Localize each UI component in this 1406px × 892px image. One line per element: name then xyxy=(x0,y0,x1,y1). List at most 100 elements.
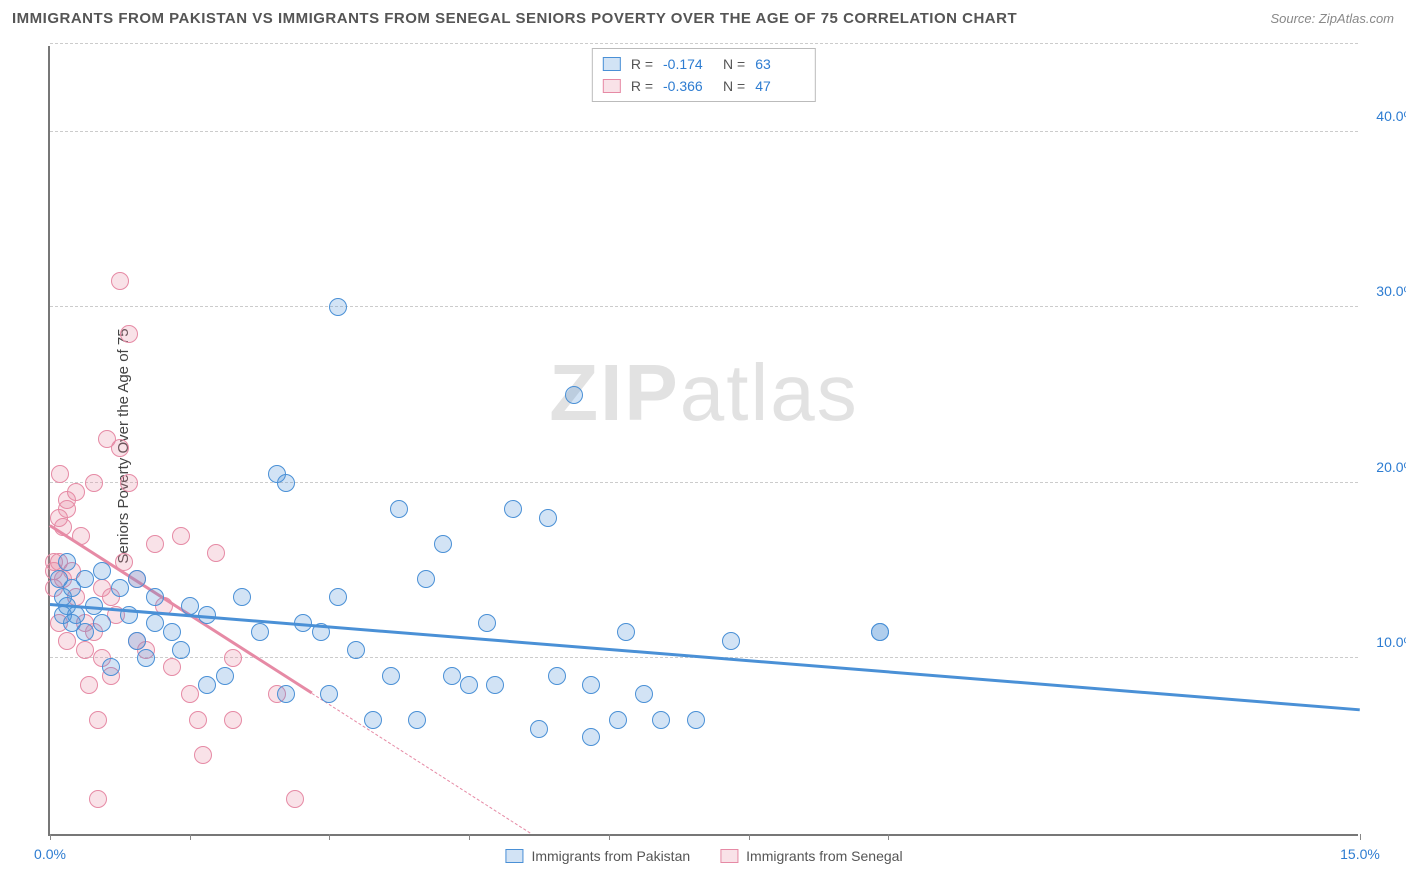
scatter-point xyxy=(320,685,338,703)
scatter-point xyxy=(329,298,347,316)
x-tick xyxy=(329,834,330,840)
scatter-point xyxy=(364,711,382,729)
scatter-point xyxy=(163,623,181,641)
scatter-point xyxy=(181,597,199,615)
scatter-point xyxy=(58,553,76,571)
x-tick xyxy=(1360,834,1361,840)
n-label: N = xyxy=(723,53,745,75)
y-tick-label: 10.0% xyxy=(1376,634,1406,650)
watermark: ZIPatlas xyxy=(549,347,858,439)
x-tick-label: 15.0% xyxy=(1340,846,1380,862)
scatter-point xyxy=(146,535,164,553)
scatter-point xyxy=(434,535,452,553)
source-label: Source: ZipAtlas.com xyxy=(1270,11,1394,26)
scatter-point xyxy=(609,711,627,729)
scatter-point xyxy=(382,667,400,685)
scatter-point xyxy=(582,728,600,746)
scatter-point xyxy=(565,386,583,404)
scatter-point xyxy=(194,746,212,764)
x-tick-label: 0.0% xyxy=(34,846,66,862)
scatter-point xyxy=(120,325,138,343)
scatter-point xyxy=(76,641,94,659)
scatter-point xyxy=(111,439,129,457)
scatter-point xyxy=(111,579,129,597)
n-value: 47 xyxy=(755,75,805,97)
scatter-point xyxy=(635,685,653,703)
scatter-point xyxy=(58,500,76,518)
scatter-point xyxy=(137,649,155,667)
scatter-point xyxy=(286,790,304,808)
chart-title: IMMIGRANTS FROM PAKISTAN VS IMMIGRANTS F… xyxy=(12,10,1017,27)
scatter-point xyxy=(408,711,426,729)
x-tick xyxy=(749,834,750,840)
scatter-point xyxy=(251,623,269,641)
n-label: N = xyxy=(723,75,745,97)
scatter-point xyxy=(347,641,365,659)
scatter-point xyxy=(181,685,199,703)
scatter-point xyxy=(111,272,129,290)
x-tick xyxy=(888,834,889,840)
scatter-point xyxy=(207,544,225,562)
series-swatch xyxy=(505,849,523,863)
scatter-point xyxy=(198,676,216,694)
y-tick-label: 30.0% xyxy=(1376,283,1406,299)
scatter-point xyxy=(233,588,251,606)
scatter-point xyxy=(128,632,146,650)
scatter-point xyxy=(277,685,295,703)
scatter-point xyxy=(539,509,557,527)
scatter-point xyxy=(189,711,207,729)
scatter-point xyxy=(417,570,435,588)
scatter-point xyxy=(277,474,295,492)
legend-label: Immigrants from Pakistan xyxy=(531,848,690,864)
scatter-point xyxy=(486,676,504,694)
scatter-point xyxy=(224,711,242,729)
scatter-point xyxy=(163,658,181,676)
scatter-point xyxy=(120,474,138,492)
r-label: R = xyxy=(631,75,653,97)
scatter-point xyxy=(67,606,85,624)
legend-item: Immigrants from Senegal xyxy=(720,848,902,864)
scatter-point xyxy=(85,474,103,492)
stats-row: R =-0.366N =47 xyxy=(603,75,805,97)
x-tick xyxy=(190,834,191,840)
scatter-point xyxy=(80,676,98,694)
scatter-point xyxy=(871,623,889,641)
gridline xyxy=(50,482,1358,483)
scatter-point xyxy=(722,632,740,650)
scatter-point xyxy=(93,562,111,580)
scatter-point xyxy=(128,570,146,588)
scatter-point xyxy=(329,588,347,606)
correlation-stats-box: R =-0.174N =63R =-0.366N =47 xyxy=(592,48,816,102)
scatter-point xyxy=(460,676,478,694)
x-tick xyxy=(609,834,610,840)
scatter-point xyxy=(146,614,164,632)
series-swatch xyxy=(603,57,621,71)
scatter-point xyxy=(652,711,670,729)
scatter-point xyxy=(172,641,190,659)
scatter-point xyxy=(617,623,635,641)
series-swatch xyxy=(720,849,738,863)
scatter-point xyxy=(58,632,76,650)
x-tick xyxy=(50,834,51,840)
scatter-point xyxy=(172,527,190,545)
title-bar: IMMIGRANTS FROM PAKISTAN VS IMMIGRANTS F… xyxy=(0,0,1406,36)
gridline xyxy=(50,306,1358,307)
x-tick xyxy=(469,834,470,840)
scatter-point xyxy=(102,658,120,676)
r-label: R = xyxy=(631,53,653,75)
scatter-point xyxy=(224,649,242,667)
scatter-point xyxy=(51,465,69,483)
scatter-point xyxy=(89,711,107,729)
scatter-point xyxy=(146,588,164,606)
gridline xyxy=(50,43,1358,44)
series-swatch xyxy=(603,79,621,93)
scatter-point xyxy=(76,570,94,588)
scatter-point xyxy=(478,614,496,632)
scatter-point xyxy=(548,667,566,685)
y-tick-label: 40.0% xyxy=(1376,108,1406,124)
gridline xyxy=(50,131,1358,132)
scatter-point xyxy=(76,623,94,641)
scatter-point xyxy=(216,667,234,685)
scatter-point xyxy=(93,614,111,632)
scatter-point xyxy=(530,720,548,738)
